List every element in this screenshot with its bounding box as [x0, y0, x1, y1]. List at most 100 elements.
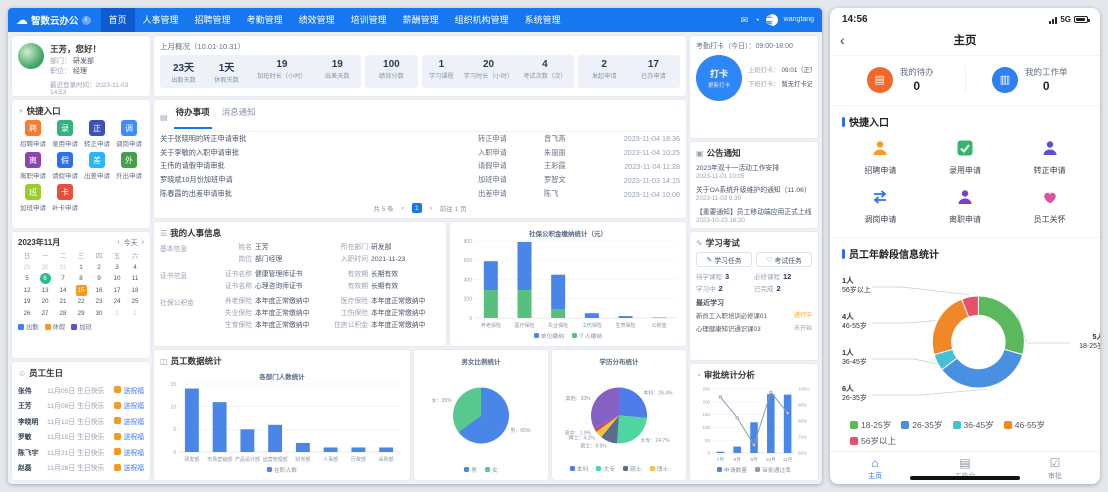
- announcement-item[interactable]: 关于OA系统升级维护的通知（11.06） 2023-11-03 9:30: [696, 184, 812, 202]
- study-tab-学习任务[interactable]: ✎ 学习任务: [696, 252, 752, 267]
- send-wish-link[interactable]: 送祝福: [123, 434, 144, 442]
- send-wish-link[interactable]: 送祝福: [123, 449, 144, 457]
- pagination-page[interactable]: 1: [411, 203, 422, 213]
- calendar-day[interactable]: 6: [39, 273, 51, 285]
- calendar-day[interactable]: 27: [41, 309, 49, 317]
- menu-item-培训管理[interactable]: 培训管理: [350, 15, 387, 25]
- menu-item-组织机构管理[interactable]: 组织机构管理: [454, 15, 509, 25]
- calendar-day[interactable]: 12: [23, 286, 31, 294]
- menu-item-人事管理[interactable]: 人事管理: [142, 15, 179, 25]
- todo-row[interactable]: 关于李敏的入职申请审批 入职申请 朱丽丽 2023-11-04 10:25: [160, 148, 680, 158]
- todo-tab-待办事项[interactable]: 待办事项: [173, 105, 212, 129]
- app-logo[interactable]: ☁ 智数云办公 i: [16, 13, 91, 27]
- mobile-quick-调岗申请[interactable]: 调岗申请: [840, 188, 921, 225]
- calendar-day[interactable]: 19: [23, 298, 31, 306]
- menu-item-招聘管理[interactable]: 招聘管理: [194, 15, 231, 25]
- mobile-quick-招聘申请[interactable]: 招聘申请: [840, 139, 921, 176]
- recent-study-item[interactable]: 心理健康知识通识课03 未开始: [696, 323, 812, 336]
- calendar-day[interactable]: 25: [131, 298, 139, 306]
- calendar-day[interactable]: 29: [77, 309, 85, 317]
- calendar-day[interactable]: 31: [59, 263, 67, 271]
- todo-row[interactable]: 罗晓斌10月份加班申请 加班申请 罗智文 2023-11-03 14:15: [160, 175, 680, 185]
- calendar-day[interactable]: 28: [59, 309, 67, 317]
- quick-entry-item-外出申请[interactable]: 外外出申请: [114, 152, 144, 180]
- calendar-day[interactable]: 18: [131, 286, 139, 294]
- clock-in-button[interactable]: 打卡 更新打卡: [696, 55, 742, 101]
- calendar-day[interactable]: 15: [75, 284, 87, 296]
- notification-icon[interactable]: ◔: [754, 15, 760, 25]
- todo-type: 请假申请: [478, 161, 507, 171]
- calendar-day[interactable]: 11: [131, 275, 139, 283]
- mobile-quick-离职申请[interactable]: 离职申请: [925, 188, 1006, 225]
- calendar-day[interactable]: 23: [95, 298, 103, 306]
- recent-study-item[interactable]: 新员工入职培训必修课01 进行中: [696, 310, 812, 323]
- calendar-day[interactable]: 16: [95, 286, 103, 294]
- todo-row[interactable]: 王伟的请假申请审批 请假申请 王彩霞 2023-11-04 11:28: [160, 161, 680, 171]
- calendar-day[interactable]: 24: [113, 298, 121, 306]
- back-button[interactable]: ‹: [840, 32, 845, 48]
- todo-tab-消息通知[interactable]: 消息通知: [221, 107, 256, 117]
- navbar-username[interactable]: wangfang: [783, 15, 814, 23]
- tabbar-item-审批[interactable]: ☑ 审批: [1010, 456, 1100, 481]
- send-wish-link[interactable]: 送祝福: [123, 418, 144, 426]
- mobile-stat-我的待办[interactable]: ▤ 我的待办 0: [836, 66, 965, 93]
- quick-entry-label: 出差申请: [84, 173, 110, 180]
- mobile-quick-录用申请[interactable]: 录用申请: [925, 139, 1006, 176]
- mobile-quick-转正申请[interactable]: 转正申请: [1009, 139, 1090, 176]
- calendar-day[interactable]: 17: [113, 286, 121, 294]
- calendar-day[interactable]: 4: [133, 263, 137, 271]
- calendar-today-button[interactable]: 今天: [123, 239, 138, 247]
- calendar-day[interactable]: 2: [97, 263, 101, 271]
- pagination-prev-button[interactable]: ‹: [401, 204, 404, 212]
- mobile-quick-员工关怀[interactable]: 员工关怀: [1009, 188, 1090, 225]
- calendar-day[interactable]: 2: [133, 309, 137, 317]
- send-wish-link[interactable]: 送祝福: [123, 403, 144, 411]
- menu-item-考勤管理[interactable]: 考勤管理: [246, 15, 283, 25]
- quick-entry-item-补卡申请[interactable]: 卡补卡申请: [50, 184, 80, 212]
- calendar-day[interactable]: 21: [59, 298, 67, 306]
- calendar-day[interactable]: 13: [41, 286, 49, 294]
- mobile-stat-我的工作单[interactable]: ▥ 我的工作单 0: [964, 66, 1095, 93]
- menu-item-首页[interactable]: 首页: [100, 8, 135, 32]
- todo-row[interactable]: 关于张晓明的转正申请审批 转正申请 曾飞燕 2023-11-04 18:36: [160, 134, 680, 144]
- quick-entry-item-加班申请[interactable]: 班加班申请: [18, 184, 48, 212]
- quick-entry-item-录用申请[interactable]: 录录用申请: [50, 120, 80, 148]
- calendar-day[interactable]: 9: [97, 275, 101, 283]
- todo-row[interactable]: 陈春霞的出差申请审批 出差申请 陈飞 2023-11-04 10:08: [160, 189, 680, 199]
- quick-entry-item-离职申请[interactable]: 离离职申请: [18, 152, 48, 180]
- calendar-day[interactable]: 30: [95, 309, 103, 317]
- calendar-day[interactable]: 22: [77, 298, 85, 306]
- calendar-day[interactable]: 8: [79, 275, 83, 283]
- calendar-day[interactable]: 26: [23, 309, 31, 317]
- announcement-item[interactable]: 2023年双十一活动工作安排 2023-11-01 10:05: [696, 162, 812, 180]
- calendar-day[interactable]: 20: [41, 298, 49, 306]
- tabbar-item-主页[interactable]: ⌂ 主页: [830, 456, 920, 481]
- calendar-day[interactable]: 5: [25, 275, 29, 283]
- menu-item-绩效管理[interactable]: 绩效管理: [298, 15, 335, 25]
- message-icon[interactable]: ✉: [740, 14, 749, 25]
- pagination-next-button[interactable]: ›: [429, 204, 432, 212]
- calendar-day[interactable]: 29: [23, 263, 31, 271]
- calendar-next-button[interactable]: ›: [141, 239, 144, 246]
- quick-entry-item-出差申请[interactable]: 差出差申请: [82, 152, 112, 180]
- navbar-avatar[interactable]: 王芳: [765, 12, 778, 29]
- calendar-day[interactable]: 30: [41, 263, 49, 271]
- calendar-day[interactable]: 7: [61, 275, 65, 283]
- quick-entry-item-请假申请[interactable]: 假请假申请: [50, 152, 80, 180]
- quick-entry-item-转正申请[interactable]: 正转正申请: [82, 120, 112, 148]
- calendar-day[interactable]: 3: [115, 263, 119, 271]
- study-tab-考试任务[interactable]: ♡ 考试任务: [756, 252, 812, 267]
- send-wish-link[interactable]: 送祝福: [123, 465, 144, 473]
- announcement-item[interactable]: 【重要通知】员工移动端应用正式上线 2023-10-23 16:20: [696, 206, 812, 224]
- menu-item-系统管理[interactable]: 系统管理: [524, 15, 561, 25]
- menu-item-薪酬管理[interactable]: 薪酬管理: [402, 15, 439, 25]
- calendar-prev-button[interactable]: ‹: [117, 239, 120, 246]
- home-indicator[interactable]: [910, 476, 1020, 480]
- send-wish-link[interactable]: 送祝福: [123, 387, 144, 395]
- quick-entry-item-调岗申请[interactable]: 调调岗申请: [114, 120, 144, 148]
- calendar-day[interactable]: 14: [59, 286, 67, 294]
- calendar-day[interactable]: 1: [79, 263, 83, 271]
- quick-entry-item-招聘申请[interactable]: 聘招聘申请: [18, 120, 48, 148]
- calendar-day[interactable]: 10: [113, 275, 121, 283]
- calendar-day[interactable]: 1: [115, 309, 119, 317]
